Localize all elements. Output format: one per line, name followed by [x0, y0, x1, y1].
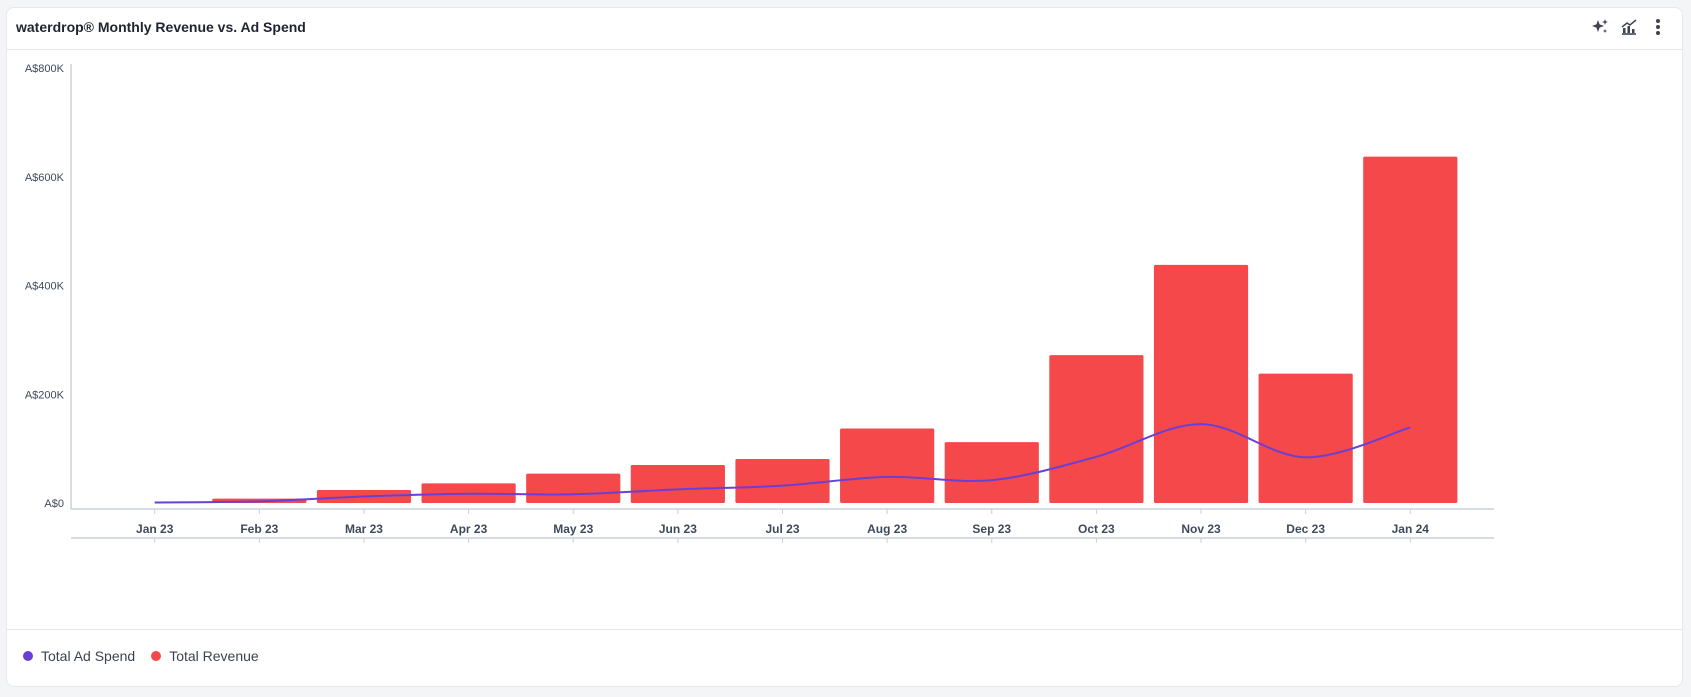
revenue-bar: [1363, 156, 1458, 503]
more-vertical-icon[interactable]: [1648, 17, 1668, 37]
x-tick-label: Aug 23: [867, 522, 907, 536]
x-tick-label: Mar 23: [345, 522, 383, 536]
revenue-bar: [840, 428, 935, 503]
chart-title: waterdrop® Monthly Revenue vs. Ad Spend: [16, 19, 306, 35]
x-tick-label: Dec 23: [1286, 522, 1325, 536]
x-tick-label: Apr 23: [450, 522, 488, 536]
revenue-bar: [1258, 373, 1353, 503]
y-tick-label: A$0: [44, 498, 64, 510]
y-tick-label: A$400K: [25, 281, 65, 293]
sparkle-icon[interactable]: [1590, 17, 1610, 37]
x-tick-label: Jan 23: [136, 522, 174, 536]
x-tick-label: Sep 23: [972, 522, 1011, 536]
x-tick-label: Feb 23: [240, 522, 278, 536]
revenue-bar: [1049, 355, 1144, 503]
y-tick-label: A$800K: [25, 63, 65, 75]
x-tick-label: Jun 23: [659, 522, 697, 536]
y-tick-label: A$600K: [25, 172, 65, 184]
x-tick-label: Jan 24: [1392, 522, 1430, 536]
chart-svg: A$0 A$200K A$400K A$600K A$800K Jan 23 Feb 23 M…: [25, 63, 1494, 543]
revenue-bar: [1153, 264, 1249, 503]
revenue-bar: [944, 442, 1039, 503]
legend: Total Ad Spend Total Revenue: [23, 648, 259, 664]
x-tick-label: Oct 23: [1078, 522, 1115, 536]
revenue-bar: [630, 464, 725, 503]
legend-item-revenue[interactable]: Total Revenue: [151, 648, 259, 664]
legend-label-revenue: Total Revenue: [169, 648, 259, 664]
legend-swatch-revenue: [151, 651, 162, 661]
legend-item-ad-spend[interactable]: Total Ad Spend: [23, 648, 135, 664]
card-header: waterdrop® Monthly Revenue vs. Ad Spend: [7, 8, 1682, 50]
ad-spend-line: [154, 423, 1411, 504]
x-tick-label: Jul 23: [765, 522, 799, 536]
chart-area: A$0 A$200K A$400K A$600K A$800K Jan 23 Feb 23 M…: [7, 50, 1684, 628]
legend-label-ad-spend: Total Ad Spend: [41, 648, 136, 664]
revenue-bar: [526, 473, 621, 503]
legend-swatch-ad-spend: [23, 651, 33, 661]
card-footer: Total Ad Spend Total Revenue: [7, 629, 1682, 688]
x-tick-label: Nov 23: [1181, 522, 1221, 536]
chart-card: waterdrop® Monthly Revenue vs. Ad Spend: [6, 7, 1683, 687]
header-actions: [1590, 17, 1668, 37]
chart-type-icon[interactable]: [1619, 17, 1639, 37]
revenue-bar: [735, 458, 830, 503]
y-tick-label: A$200K: [25, 389, 65, 401]
x-tick-label: May 23: [553, 522, 593, 536]
